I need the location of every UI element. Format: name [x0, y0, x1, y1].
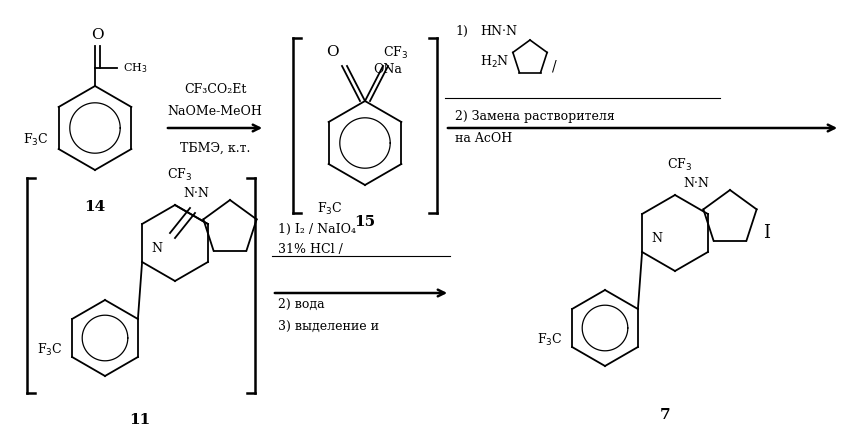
- Text: 31% HCl /: 31% HCl /: [278, 243, 342, 256]
- Text: 15: 15: [355, 215, 375, 229]
- Text: CF$_3$: CF$_3$: [167, 167, 192, 183]
- Text: 1) I₂ / NaIO₄: 1) I₂ / NaIO₄: [278, 223, 356, 236]
- Text: 2) Замена растворителя: 2) Замена растворителя: [455, 110, 615, 123]
- Text: F$_3$C: F$_3$C: [538, 332, 563, 348]
- Text: NaOMe-MeOH: NaOMe-MeOH: [167, 105, 263, 118]
- Text: HN$\cdot$N: HN$\cdot$N: [480, 24, 518, 38]
- Text: O: O: [326, 45, 339, 59]
- Text: /: /: [552, 59, 557, 73]
- Text: ONa: ONa: [373, 63, 402, 76]
- Text: I: I: [763, 224, 770, 242]
- Text: 14: 14: [84, 200, 106, 214]
- Text: N·N: N·N: [683, 177, 709, 190]
- Text: 2) вода: 2) вода: [278, 298, 324, 311]
- Text: O: O: [91, 28, 103, 42]
- Text: N: N: [651, 232, 662, 244]
- Text: F$_3$C: F$_3$C: [37, 342, 63, 358]
- Text: 3) выделение и: 3) выделение и: [278, 320, 379, 333]
- Text: H$_2$N: H$_2$N: [480, 54, 510, 70]
- Text: ТБМЭ, к.т.: ТБМЭ, к.т.: [179, 142, 251, 155]
- Text: 7: 7: [660, 408, 670, 422]
- Text: CF₃CO₂Et: CF₃CO₂Et: [184, 83, 246, 96]
- Text: 11: 11: [129, 413, 151, 427]
- Text: F$_3$C: F$_3$C: [23, 132, 49, 148]
- Text: CH$_3$: CH$_3$: [123, 61, 147, 75]
- Text: F$_3$C: F$_3$C: [317, 201, 343, 217]
- Text: 1): 1): [455, 25, 468, 38]
- Text: на AcOH: на AcOH: [455, 132, 512, 145]
- Text: N·N: N·N: [183, 187, 209, 200]
- Text: CF$_3$: CF$_3$: [383, 45, 408, 61]
- Text: N: N: [152, 241, 162, 255]
- Text: CF$_3$: CF$_3$: [668, 157, 693, 173]
